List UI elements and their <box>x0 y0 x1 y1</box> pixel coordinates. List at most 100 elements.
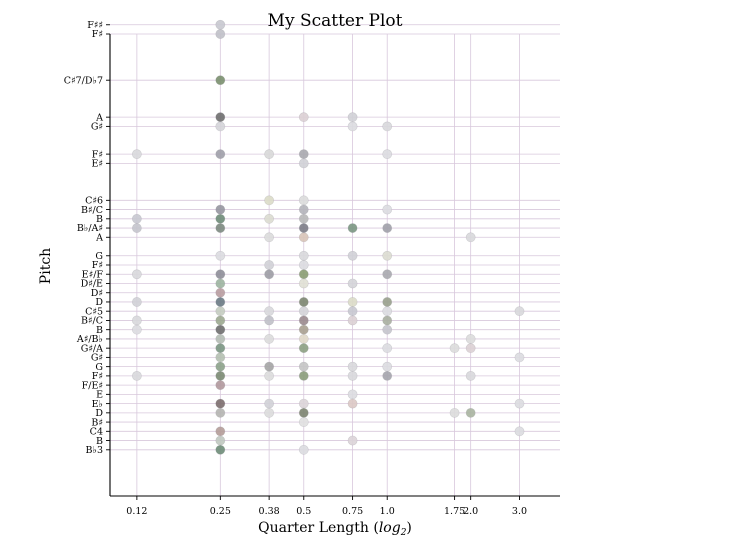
y-tick-label: E♯/F <box>82 269 104 280</box>
data-point <box>382 149 393 160</box>
data-point <box>298 297 309 307</box>
y-tick-label: B♯/C <box>81 205 103 216</box>
data-point <box>382 370 393 381</box>
data-point <box>264 232 275 243</box>
y-tick-label: F♯ <box>92 260 103 271</box>
data-point <box>131 269 142 280</box>
data-point <box>215 149 226 160</box>
data-point <box>382 343 393 354</box>
data-point <box>215 19 226 30</box>
data-point <box>382 361 393 372</box>
data-point <box>131 223 142 233</box>
data-point <box>215 29 226 39</box>
data-point <box>382 204 393 215</box>
data-point <box>449 407 460 418</box>
data-point <box>298 195 309 206</box>
data-point <box>131 149 142 160</box>
data-point <box>382 315 393 326</box>
data-point <box>514 352 525 363</box>
data-point <box>264 361 275 372</box>
data-point <box>264 260 275 270</box>
data-point <box>215 287 226 298</box>
x-tick-label: 1.0 <box>380 506 395 517</box>
y-tick-label: G♯/A <box>81 343 103 354</box>
data-point <box>298 315 309 326</box>
data-point <box>298 223 309 233</box>
data-point <box>347 370 358 381</box>
data-point <box>215 121 226 132</box>
y-tick-label: B <box>96 436 103 447</box>
y-tick-label: F♯ <box>92 149 103 160</box>
data-point <box>298 306 309 317</box>
data-point <box>298 407 309 418</box>
data-point <box>215 278 226 289</box>
data-point <box>298 250 309 261</box>
y-tick-label: B♯ <box>91 417 103 428</box>
y-tick-label: F♯ <box>92 29 103 40</box>
data-point <box>215 269 226 280</box>
data-point <box>264 370 275 381</box>
data-point <box>382 269 393 280</box>
y-tick-label: G <box>95 362 103 373</box>
data-point <box>298 204 309 215</box>
data-point <box>215 380 226 391</box>
data-point <box>465 232 476 243</box>
x-tick-label: 0.25 <box>210 506 231 517</box>
data-point <box>298 417 309 427</box>
data-point <box>264 306 275 317</box>
y-ticks: B♭3BC4B♯DE♭EF/E♯F♯GG♯G♯/AA♯/B♭BB♯/CC♯5DD… <box>64 20 110 456</box>
data-point <box>298 232 309 243</box>
y-tick-label: G <box>95 251 103 262</box>
data-point <box>215 334 226 344</box>
data-point <box>347 315 358 326</box>
data-point <box>215 324 226 335</box>
data-point <box>215 352 226 363</box>
data-point <box>215 315 226 326</box>
y-tick-label: B♯/C <box>81 316 103 327</box>
data-points <box>131 19 525 455</box>
data-point <box>347 389 358 400</box>
data-point <box>131 213 142 224</box>
y-tick-label: C♯5 <box>85 306 103 317</box>
x-axis-label: Quarter Length (log2) <box>258 520 412 538</box>
y-tick-label: C♯7/D♭7 <box>64 75 103 86</box>
data-point <box>298 158 309 169</box>
y-tick-label: E♭ <box>92 399 103 410</box>
x-tick-label: 0.75 <box>342 506 363 517</box>
y-tick-label: G♯ <box>91 122 103 133</box>
y-tick-label: A <box>95 232 103 243</box>
data-point <box>215 250 226 261</box>
data-point <box>298 213 309 224</box>
data-point <box>264 269 275 280</box>
x-tick-label: 0.38 <box>259 506 280 517</box>
data-point <box>298 112 309 123</box>
data-point <box>465 407 476 418</box>
data-point <box>215 75 226 86</box>
y-tick-label: G♯ <box>91 353 103 364</box>
y-tick-label: A <box>95 112 103 123</box>
y-tick-label: D <box>95 408 103 419</box>
data-point <box>347 306 358 317</box>
data-point <box>215 435 226 446</box>
data-point <box>264 334 275 344</box>
data-point <box>298 260 309 270</box>
data-point <box>347 297 358 307</box>
data-point <box>215 444 226 455</box>
data-point <box>215 370 226 381</box>
data-point <box>264 213 275 224</box>
data-point <box>347 435 358 446</box>
y-tick-label: B♭3 <box>85 445 103 456</box>
data-point <box>382 121 393 132</box>
data-point <box>215 343 226 354</box>
y-tick-label: C4 <box>90 427 103 438</box>
data-point <box>465 334 476 344</box>
data-point <box>215 112 226 123</box>
x-tick-label: 3.0 <box>512 506 527 517</box>
x-axis-label-main: Quarter Length ( <box>258 520 379 536</box>
data-point <box>449 343 460 354</box>
data-point <box>264 195 275 206</box>
data-point <box>465 343 476 354</box>
data-point <box>298 334 309 344</box>
data-point <box>215 398 226 409</box>
